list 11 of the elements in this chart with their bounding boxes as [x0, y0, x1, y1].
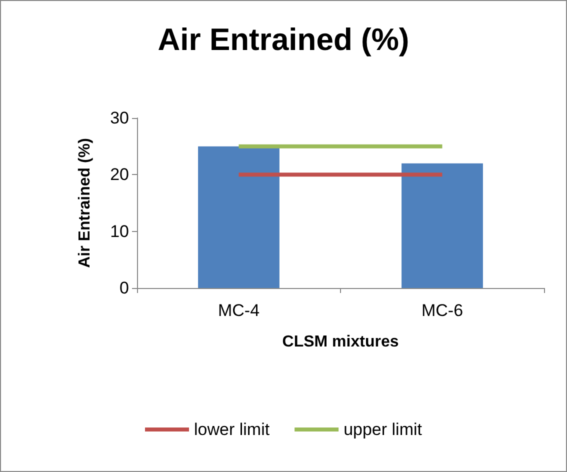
y-tick-label: 0: [120, 278, 129, 298]
y-tick-label: 30: [110, 108, 129, 128]
x-tick-label: MC-6: [421, 301, 464, 320]
legend-label: lower limit: [194, 420, 270, 439]
x-tick-label: MC-4: [218, 301, 260, 320]
chart-title: Air Entrained (%): [158, 22, 410, 57]
legend-label: upper limit: [344, 420, 422, 439]
x-axis-title: CLSM mixtures: [282, 334, 399, 350]
y-axis-title: Air Entrained (%): [76, 138, 94, 268]
y-tick-label: 10: [110, 222, 129, 241]
y-tick-label: 20: [110, 165, 129, 184]
